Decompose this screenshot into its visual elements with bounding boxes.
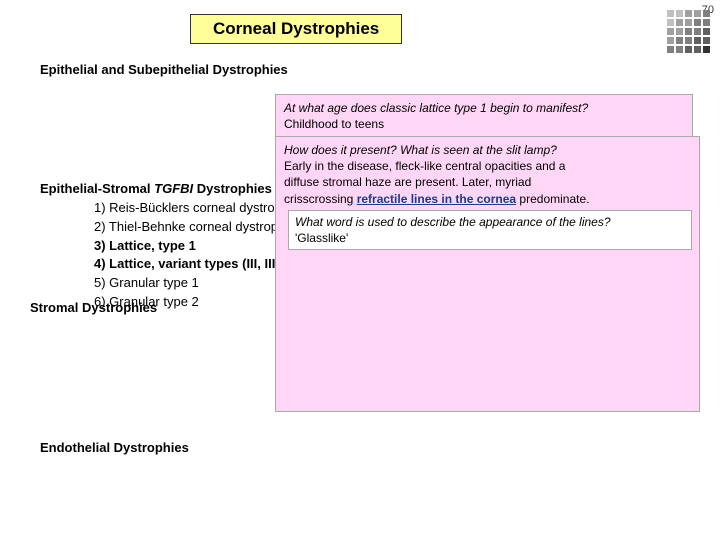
decor-dot (694, 46, 701, 53)
decor-dot (667, 28, 674, 35)
decor-dot (676, 19, 683, 26)
qa-box-presentation: How does it present? What is seen at the… (275, 136, 700, 412)
decor-dot (685, 10, 692, 17)
qa3-question: What word is used to describe the appear… (295, 214, 685, 230)
tgfbi-list-item: 3) Lattice, type 1 (94, 237, 282, 256)
qa-box-glasslike: What word is used to describe the appear… (288, 210, 692, 250)
section-epithelial: Epithelial and Subepithelial Dystrophies (40, 62, 288, 77)
decor-dot (685, 28, 692, 35)
decor-dot (694, 37, 701, 44)
qa2-answer-line2: diffuse stromal haze are present. Later,… (284, 174, 691, 190)
tgfbi-list-item: 4) Lattice, variant types (III, III (94, 255, 282, 274)
decor-dot (676, 10, 683, 17)
decor-dot (676, 28, 683, 35)
section-stromal: Stromal Dystrophies (30, 300, 157, 315)
decor-dot (703, 10, 710, 17)
decor-dot (703, 46, 710, 53)
qa2-answer-line1: Early in the disease, fleck-like central… (284, 158, 691, 174)
tgfbi-block: Epithelial-Stromal TGFBI Dystrophies 1) … (40, 180, 282, 312)
qa2-l3a: crisscrossing (284, 192, 357, 206)
qa2-question: How does it present? What is seen at the… (284, 142, 691, 158)
qa2-answer-line3: crisscrossing refractile lines in the co… (284, 191, 691, 207)
decor-dot (694, 10, 701, 17)
decor-dot (703, 28, 710, 35)
tgfbi-heading-prefix: Epithelial-Stromal (40, 181, 154, 196)
tgfbi-list-item: 2) Thiel-Behnke corneal dystrop (94, 218, 282, 237)
qa-box-age: At what age does classic lattice type 1 … (275, 94, 693, 138)
decor-dot (685, 37, 692, 44)
qa1-question: At what age does classic lattice type 1 … (284, 100, 684, 116)
decor-dot (694, 19, 701, 26)
decor-dot (676, 46, 683, 53)
qa1-answer: Childhood to teens (284, 116, 684, 132)
page-title: Corneal Dystrophies (190, 14, 402, 44)
decor-dot (676, 37, 683, 44)
qa2-refractile: refractile lines in the cornea (357, 192, 516, 206)
decor-dot (685, 19, 692, 26)
tgfbi-heading-italic: TGFBI (154, 181, 193, 196)
tgfbi-heading-suffix: Dystrophies (193, 181, 272, 196)
decor-dot (703, 19, 710, 26)
decor-dot (685, 46, 692, 53)
tgfbi-list-item: 1) Reis-Bücklers corneal dystrop (94, 199, 282, 218)
tgfbi-list: 1) Reis-Bücklers corneal dystrop2) Thiel… (94, 199, 282, 312)
decor-dot (694, 28, 701, 35)
decor-dot (667, 10, 674, 17)
decor-dot (667, 19, 674, 26)
decor-dot (703, 37, 710, 44)
decor-dot (667, 37, 674, 44)
qa2-l3c: predominate. (516, 192, 589, 206)
section-endothelial: Endothelial Dystrophies (40, 440, 189, 455)
qa3-answer: 'Glasslike' (295, 230, 685, 246)
tgfbi-list-item: 5) Granular type 1 (94, 274, 282, 293)
tgfbi-heading: Epithelial-Stromal TGFBI Dystrophies (40, 180, 282, 199)
corner-dot-grid (667, 10, 710, 53)
decor-dot (667, 46, 674, 53)
